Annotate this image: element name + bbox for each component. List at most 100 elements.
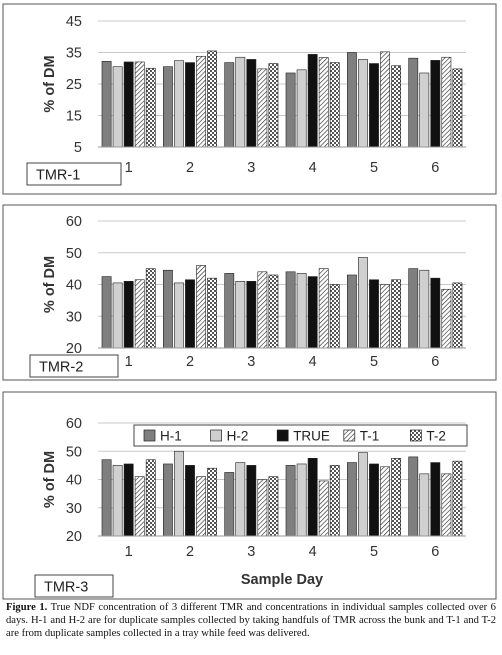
bar-t-1-day-4	[318, 480, 329, 537]
chart-panel-3: 20 30 40 50 60 % of DM 1 2 3 4 5 6 TMR-3 Sample Day H-…	[2, 391, 497, 600]
x-tick-label: 3	[247, 160, 255, 176]
bar-t-2-day-3	[268, 476, 279, 537]
bar-t-1-day-1	[134, 476, 145, 537]
y-tick-label: 60	[66, 416, 82, 432]
x-tick-label: 2	[186, 354, 194, 370]
bar-t-2-day-2	[207, 277, 217, 349]
bar-t-2-day-4	[329, 465, 340, 537]
bar-t-2-day-5	[391, 458, 401, 537]
bar-h-1-day-6	[408, 57, 419, 148]
bar-t-1-day-5	[380, 51, 390, 148]
y-tick-label: 45	[66, 14, 82, 30]
y-axis-title: % of DM	[42, 451, 58, 508]
x-tick-label: 3	[247, 544, 255, 560]
bar-h-2-day-1	[112, 465, 123, 537]
bar-h-2-day-3	[235, 56, 246, 148]
bar-h-1-day-1	[101, 459, 112, 537]
bar-t-1-day-4	[318, 268, 329, 349]
bar-t-2-day-3	[268, 274, 279, 349]
bar-h-1-day-4	[285, 465, 296, 537]
bar-t-1-day-4	[318, 57, 329, 148]
chart-panel-2: 20 30 40 50 60 % of DM 1 2 3 4 5 6 TMR-2	[2, 204, 497, 381]
bar-t-2-day-5	[391, 65, 401, 148]
legend-swatch-h-1	[143, 429, 156, 442]
y-tick-label: 50	[66, 444, 82, 460]
y-tick-label: 30	[66, 309, 82, 325]
bar-h-1-day-2	[163, 269, 173, 349]
x-tick-label: 2	[186, 544, 194, 560]
bar-true-day-4	[307, 458, 318, 537]
y-tick-label: 20	[66, 341, 82, 357]
x-tick-label: 1	[125, 354, 133, 370]
bar-true-day-2	[185, 465, 195, 537]
panel-label: TMR-1	[36, 168, 80, 184]
bar-h-2-day-4	[296, 69, 307, 148]
bar-h-2-day-6	[419, 72, 430, 148]
bar-t-1-day-2	[196, 476, 206, 537]
bar-t-2-day-4	[329, 284, 340, 349]
bar-t-1-day-2	[196, 265, 206, 349]
bar-true-day-3	[246, 281, 257, 349]
bar-t-2-day-6	[452, 68, 463, 148]
bar-h-1-day-5	[347, 52, 357, 148]
x-tick-label: 5	[370, 544, 378, 560]
x-tick-label: 6	[431, 354, 439, 370]
panel-label-box	[29, 354, 119, 378]
bar-h-1-day-4	[285, 271, 296, 349]
bar-h-2-day-3	[235, 281, 246, 349]
bar-true-day-2	[185, 62, 195, 148]
bar-t-2-day-5	[391, 279, 401, 349]
bar-h-2-day-4	[296, 463, 307, 537]
figure-caption: Figure 1. True NDF concentration of 3 di…	[6, 601, 496, 640]
bar-t-1-day-6	[441, 473, 452, 537]
y-tick-label: 20	[66, 529, 82, 545]
bar-h-2-day-1	[112, 282, 123, 349]
bar-true-day-2	[185, 279, 195, 349]
bar-h-1-day-1	[101, 276, 112, 349]
panel-frame	[2, 3, 497, 195]
bar-h-2-day-1	[112, 66, 123, 148]
legend-label-h-1: H-1	[160, 429, 182, 444]
bar-t-2-day-6	[452, 282, 463, 349]
y-tick-label: 50	[66, 246, 82, 262]
bar-t-2-day-1	[145, 268, 156, 349]
bar-t-1-day-1	[134, 61, 145, 148]
bar-h-2-day-4	[296, 273, 307, 349]
bar-true-day-1	[123, 281, 134, 349]
bar-h-2-day-3	[235, 462, 246, 537]
bar-h-2-day-2	[174, 450, 184, 537]
bar-h-2-day-6	[419, 473, 430, 537]
y-axis-title: % of DM	[42, 55, 58, 112]
panel-frame	[2, 391, 497, 600]
bar-h-1-day-2	[163, 463, 173, 537]
bar-true-day-5	[369, 279, 379, 349]
bar-true-day-1	[123, 61, 134, 148]
bar-t-1-day-3	[257, 479, 268, 537]
bar-true-day-6	[430, 277, 441, 349]
bar-h-1-day-4	[285, 72, 296, 148]
bar-t-1-day-5	[380, 284, 390, 349]
panel-label: TMR-3	[44, 580, 88, 596]
panel-label: TMR-2	[39, 360, 83, 376]
bar-h-1-day-6	[408, 268, 419, 349]
bar-true-day-3	[246, 59, 257, 148]
bar-t-2-day-1	[145, 459, 156, 537]
y-tick-label: 40	[66, 278, 82, 294]
y-tick-label: 30	[66, 501, 82, 517]
legend-label-t-2: T-2	[426, 429, 446, 444]
x-tick-label: 5	[370, 354, 378, 370]
legend-label-t-1: T-1	[360, 429, 380, 444]
bar-t-2-day-4	[329, 62, 340, 148]
x-tick-label: 6	[431, 544, 439, 560]
legend: H-1 H-2 TRUE T-1 T-2	[133, 424, 468, 447]
bar-h-1-day-3	[224, 472, 235, 537]
bar-true-day-3	[246, 465, 257, 537]
legend-label-h-2: H-2	[227, 429, 249, 444]
legend-swatch-true	[276, 429, 289, 442]
y-axis-title: % of DM	[42, 256, 58, 313]
x-tick-label: 1	[125, 160, 133, 176]
bar-true-day-5	[369, 63, 379, 148]
bar-h-1-day-2	[163, 66, 173, 148]
y-tick-label: 5	[74, 140, 82, 156]
